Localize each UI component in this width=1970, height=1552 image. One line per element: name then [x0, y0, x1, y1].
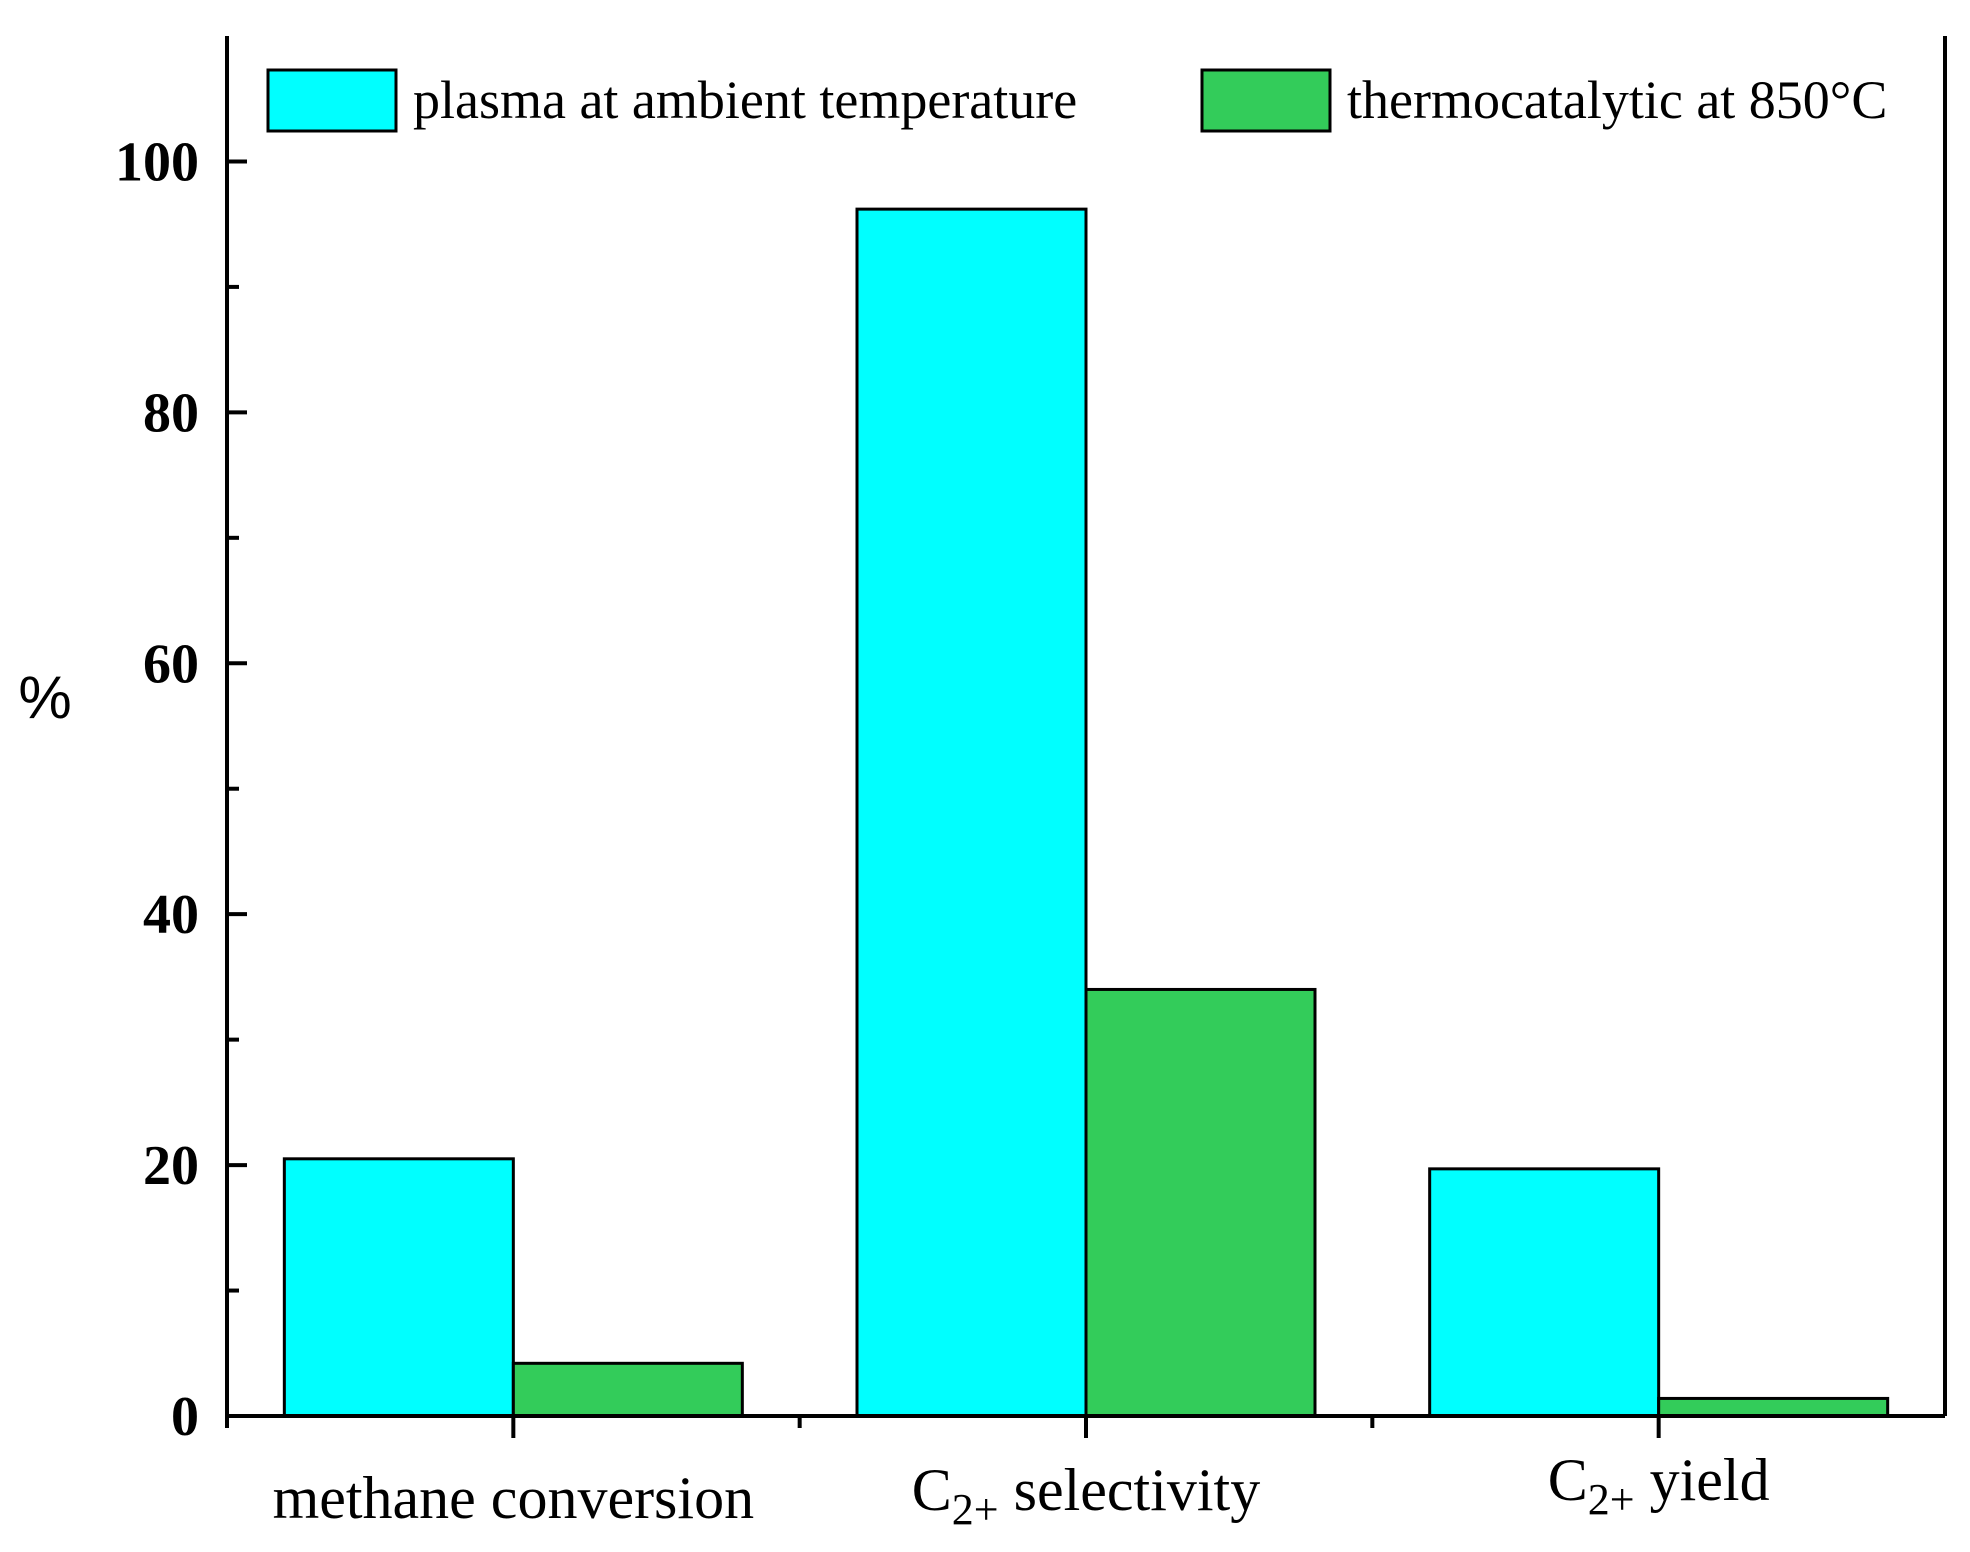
y-tick-label-20: 20 — [143, 1135, 199, 1197]
y-tick-label-100: 100 — [115, 131, 199, 193]
labels-layer: 0 20 40 60 80 100 methane conversion C2+ select… — [115, 131, 1770, 1534]
bar-thermocatalytic-2 — [1084, 987, 1317, 1418]
legend-label-2: thermocatalytic at 850°C — [1347, 70, 1887, 130]
bar-plasma-2 — [855, 207, 1088, 1418]
x-category-label-3: C2+ yield — [1548, 1447, 1770, 1524]
legend: plasma at ambient temperature thermocatal… — [266, 68, 1887, 133]
y-tick-label-80: 80 — [143, 382, 199, 444]
y-axis-title: % — [18, 664, 71, 731]
legend-swatch-2 — [1200, 68, 1332, 133]
bar-thermocatalytic-1 — [511, 1361, 744, 1418]
bar-plasma-1 — [282, 1157, 515, 1418]
y-tick-label-0: 0 — [171, 1386, 199, 1448]
legend-swatch-1 — [266, 68, 398, 133]
y-tick-label-60: 60 — [143, 633, 199, 695]
legend-label-1: plasma at ambient temperature — [413, 70, 1077, 130]
axes-layer — [225, 36, 1947, 1438]
x-category-label-1: methane conversion — [273, 1465, 755, 1531]
y-tick-label-40: 40 — [143, 884, 199, 946]
bar-thermocatalytic-3 — [1657, 1396, 1890, 1418]
bar-plasma-3 — [1428, 1167, 1661, 1418]
x-category-label-2: C2+ selectivity — [912, 1457, 1260, 1534]
bars-layer — [282, 207, 1890, 1418]
